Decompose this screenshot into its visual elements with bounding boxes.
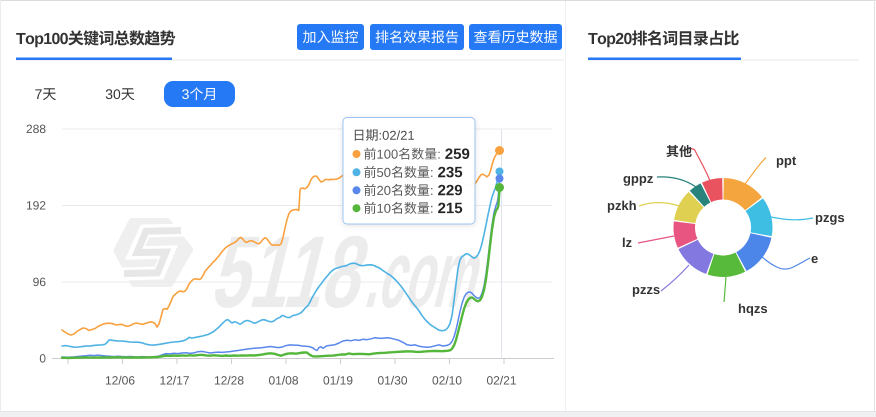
svg-text:5118: 5118: [204, 214, 380, 328]
svg-text:.com: .com: [358, 220, 495, 327]
